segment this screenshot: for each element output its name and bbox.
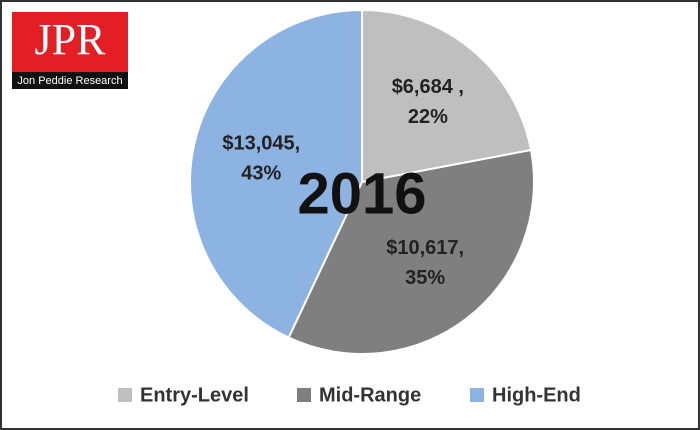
logo-subtitle: Jon Peddie Research [17, 75, 122, 87]
legend-swatch [470, 388, 484, 402]
value-label: $10,617, [386, 237, 464, 259]
logo-title: JPR [35, 15, 107, 64]
legend-swatch [118, 388, 132, 402]
legend-label: High-End [492, 384, 581, 406]
percent-label: 35% [405, 267, 445, 289]
percent-label: 43% [241, 163, 281, 185]
pie-slice [361, 8, 533, 184]
legend-label: Mid-Range [319, 384, 421, 406]
pie-slice [189, 8, 363, 339]
logo-red [12, 12, 128, 72]
logo: JPR Jon Peddie Research [12, 12, 128, 89]
value-label: $13,045, [222, 133, 300, 155]
pie-slice [287, 148, 535, 355]
legend-label: Entry-Level [140, 384, 249, 406]
annotation: 2016 [297, 161, 426, 226]
value-label: $6,684 , [392, 76, 464, 98]
logo-bar [12, 72, 128, 89]
legend-swatch [297, 388, 311, 402]
percent-label: 22% [408, 106, 448, 128]
